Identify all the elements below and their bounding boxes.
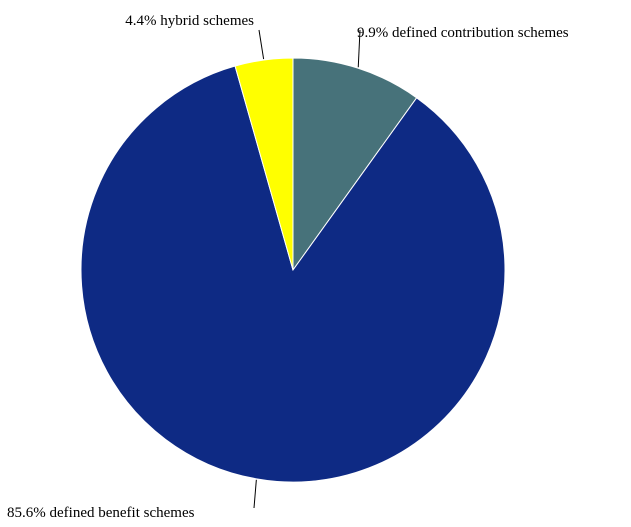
pie-slices xyxy=(80,57,506,483)
pie-slice-defined-benefit-leader-line xyxy=(253,479,257,509)
slice-label-defined-contribution: 9.9% defined contribution schemes xyxy=(357,25,569,41)
pie-slice-defined-contribution-leader-line xyxy=(357,29,361,68)
pie-slice-hybrid-leader-line xyxy=(258,29,265,60)
pie-slice-hybrid xyxy=(234,57,294,271)
leader-lines xyxy=(253,29,361,509)
pie-slice-defined-contribution xyxy=(292,57,418,272)
slice-label-hybrid: 4.4% hybrid schemes xyxy=(125,13,254,29)
pie-slice-defined-benefit xyxy=(80,65,506,483)
slice-label-defined-benefit: 85.6% defined benefit schemes xyxy=(7,505,195,521)
